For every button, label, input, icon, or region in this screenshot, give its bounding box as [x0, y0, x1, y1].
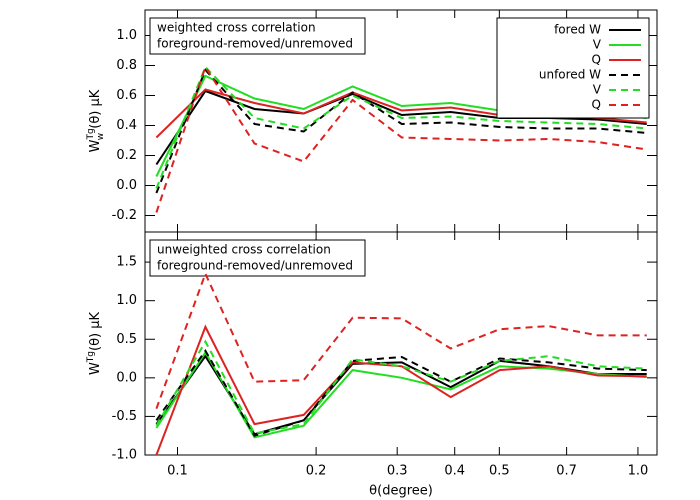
x-tick-label: 0.7 [556, 464, 577, 479]
annotation-box [149, 239, 366, 277]
series-line [155, 68, 647, 194]
legend-label: V [593, 38, 602, 52]
y-tick-label: 0.6 [116, 88, 137, 103]
plot-frame [144, 231, 658, 456]
y-tick-label: 0.4 [116, 118, 137, 133]
y-tick-label: 0.8 [116, 58, 137, 73]
x-tick-label: 0.2 [306, 464, 327, 479]
y-label-sup: Tg [86, 128, 96, 140]
x-tick-label: 0.5 [489, 464, 510, 479]
x-tick-label: 0.4 [444, 464, 465, 479]
series-line [155, 65, 647, 189]
y-tick-label: 1.0 [116, 293, 137, 308]
y-tick-label: -1.0 [112, 448, 137, 463]
y-tick-label: 0.2 [116, 148, 137, 163]
series-line [155, 271, 647, 410]
series-line [155, 324, 647, 456]
y-tick-label: -0.5 [112, 409, 137, 424]
series-line [155, 339, 647, 435]
y-label-sub: w [96, 133, 106, 140]
y-label-rest: (θ) μK [88, 89, 103, 133]
legend-label: Q [592, 98, 601, 112]
annotation: foreground-removed/unremoved [157, 37, 353, 51]
series-line [155, 64, 647, 213]
x-axis-label: θ(degree) [369, 484, 433, 499]
y-label-rest: (θ) μK [88, 311, 103, 351]
y-tick-label: 0.0 [116, 370, 137, 385]
y-label-sup: Tg [86, 351, 96, 363]
series-line [155, 350, 647, 439]
x-tick-label: 1.0 [628, 464, 649, 479]
legend-label: fored W [554, 23, 601, 37]
legend-box [496, 17, 650, 119]
y-tick-label: 0.0 [116, 178, 137, 193]
annotation-box [149, 17, 366, 55]
y-tick-label: 1.0 [116, 28, 137, 43]
annotation: weighted cross correlation [157, 21, 316, 35]
y-tick-label: 1.5 [116, 255, 137, 270]
annotation: foreground-removed/unremoved [157, 259, 353, 273]
legend-label: V [593, 83, 602, 97]
legend-label: unfored W [539, 68, 601, 82]
x-tick-label: 0.1 [167, 464, 188, 479]
y-label-base: W [88, 362, 103, 375]
y-tick-label: -0.2 [112, 208, 137, 223]
y-axis-label: WTgw (θ) μK [86, 89, 106, 152]
x-tick-label: 0.3 [387, 464, 408, 479]
annotation: unweighted cross correlation [157, 243, 331, 257]
legend-label: Q [592, 53, 601, 67]
y-tick-label: 0.5 [116, 332, 137, 347]
y-axis-label: WTg(θ) μK [86, 311, 103, 375]
series-line [155, 348, 647, 437]
y-label-base: W [88, 139, 103, 152]
